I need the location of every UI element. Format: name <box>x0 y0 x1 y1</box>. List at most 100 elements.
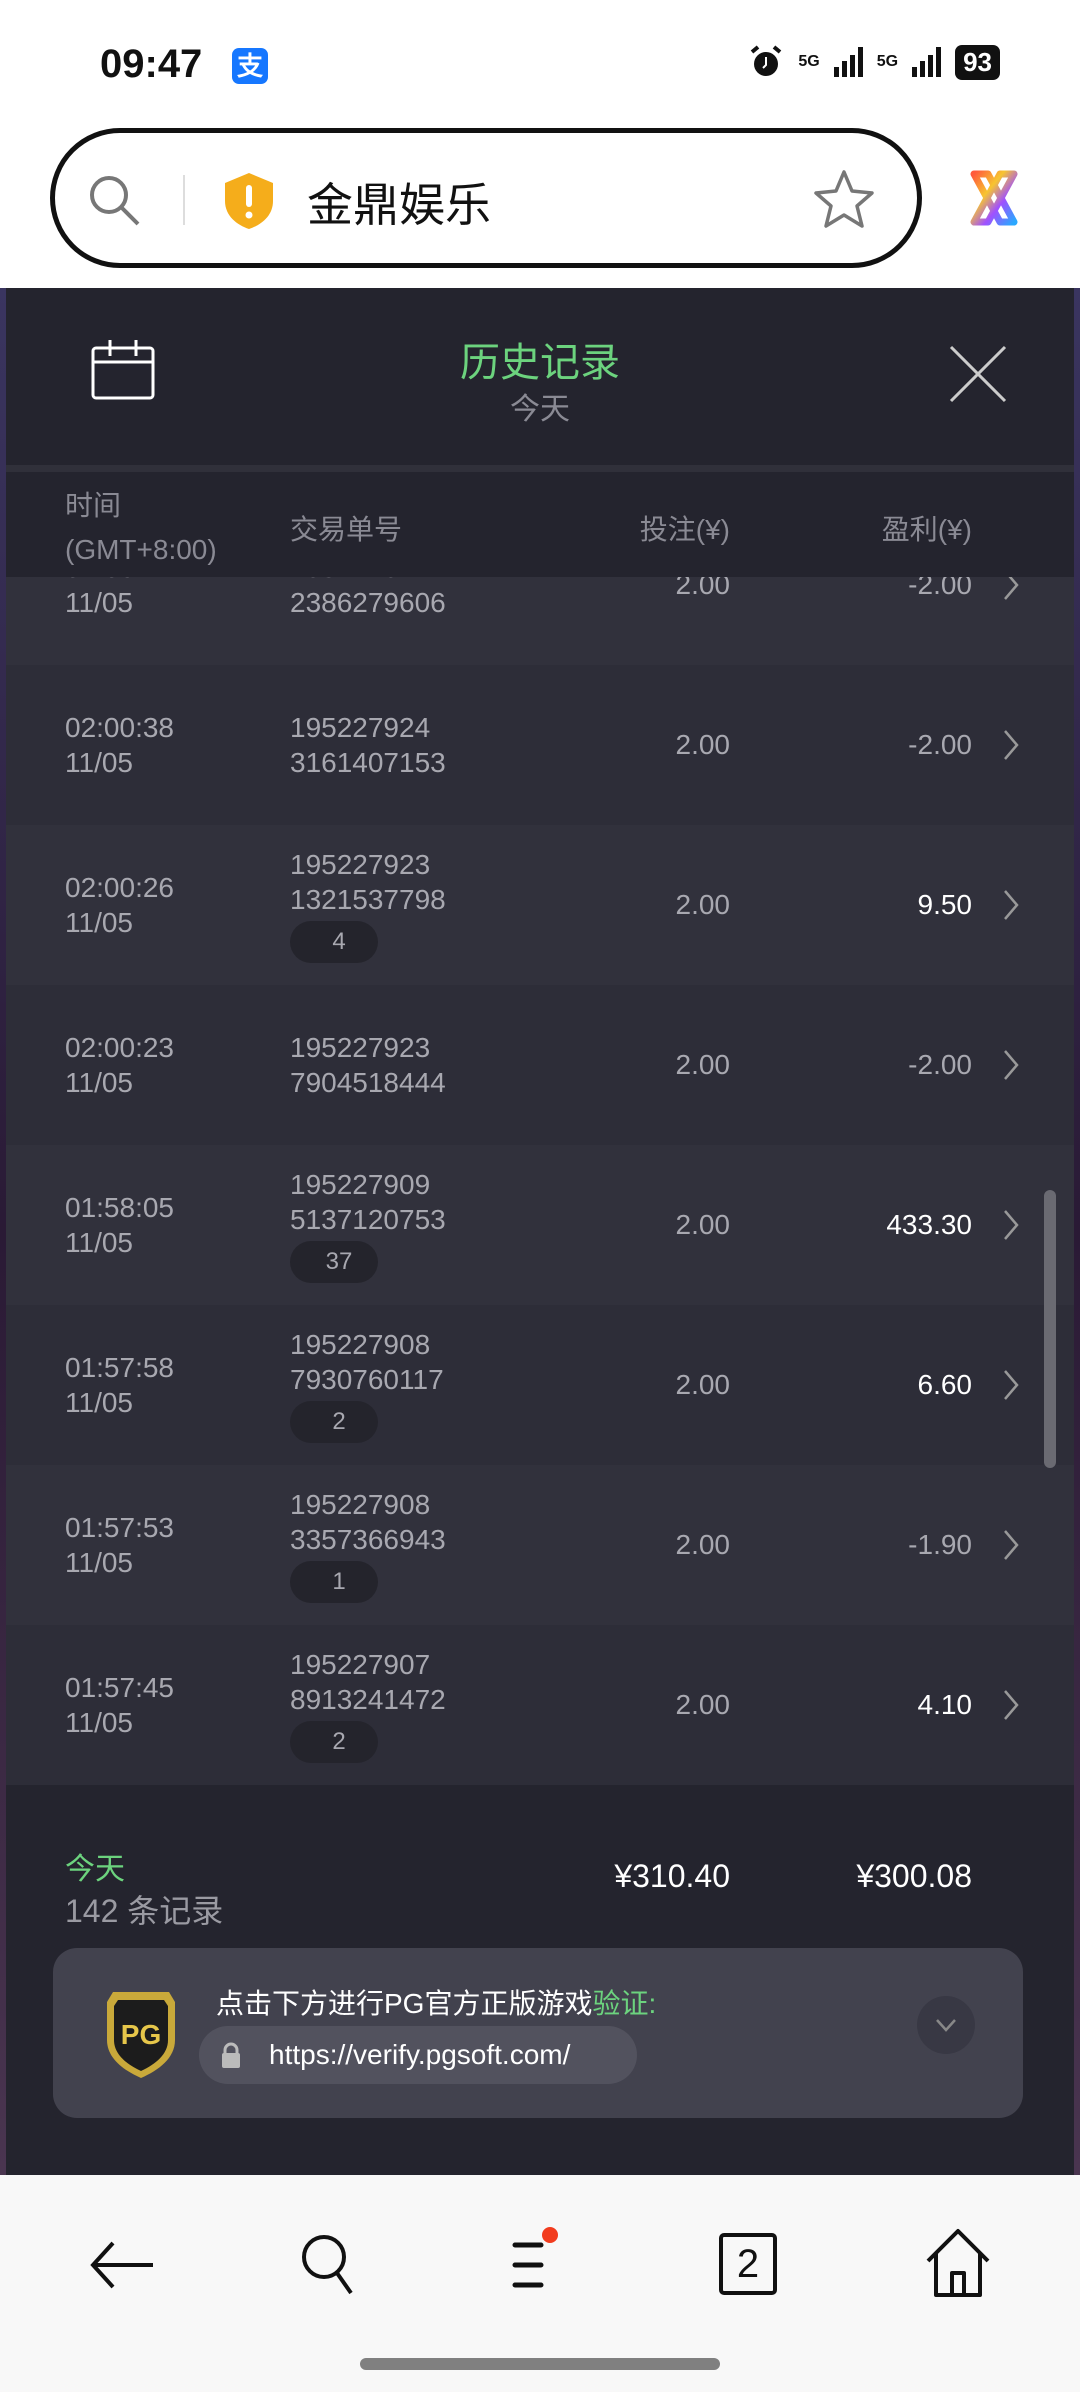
verify-prompt: 点击下方进行PG官方正版游戏验证: <box>216 1988 657 2019</box>
record-count: 142 条记录 <box>65 1893 224 1929</box>
row-bet: 2.00 <box>675 1369 731 1400</box>
search-icon <box>90 176 140 226</box>
scrollbar[interactable] <box>1044 1190 1056 1468</box>
verify-url-link[interactable]: https://verify.pgsoft.com/ <box>199 2026 637 2084</box>
row-order-part1: 195227923 <box>290 1032 431 1063</box>
row-bet: 2.00 <box>675 729 731 760</box>
column-timezone: (GMT+8:00) <box>65 534 217 565</box>
network-5g-label-2: 5G <box>876 53 899 70</box>
row-profit: 4.10 <box>917 1689 973 1720</box>
row-date: 11/05 <box>65 587 133 618</box>
row-order-part1: 195227908 <box>290 1329 431 1360</box>
search-icon[interactable] <box>290 2225 370 2305</box>
table-header: 时间 (GMT+8:00) 交易单号 投注(¥) 盈利(¥) <box>6 472 1074 577</box>
total-profit: ¥300.08 <box>856 1858 972 1894</box>
back-arrow-icon[interactable] <box>83 2225 163 2305</box>
table-row[interactable]: 02:00:38 11/05 195227924 3161407153 2.00 -… <box>6 665 1074 825</box>
row-profit: -2.00 <box>908 1049 972 1080</box>
row-time: 01:57:53 <box>65 1512 174 1543</box>
bookmark-star-icon[interactable] <box>811 167 877 233</box>
chevron-right-icon[interactable] <box>1002 889 1020 921</box>
table-row[interactable]: 01:57:58 11/05 195227908 7930760117 2 2.00 … <box>6 1305 1074 1465</box>
chevron-right-icon[interactable] <box>1002 1369 1020 1401</box>
column-bet: 投注(¥) <box>639 514 730 545</box>
row-order-part2: 1321537798 <box>290 884 446 915</box>
row-order-part2: 7930760117 <box>290 1364 444 1395</box>
chevron-right-icon[interactable] <box>1002 1209 1020 1241</box>
table-row[interactable]: 02:00:4x 11/05 195227924 2386279606 2.00 -… <box>6 577 1074 665</box>
chevron-right-icon[interactable] <box>1002 1049 1020 1081</box>
table-row[interactable]: 01:57:53 11/05 195227908 3357366943 1 2.00 … <box>6 1465 1074 1625</box>
row-date: 11/05 <box>65 1547 133 1578</box>
row-time: 02:00:38 <box>65 712 174 743</box>
row-order-part1: 195227909 <box>290 1169 431 1200</box>
close-icon[interactable] <box>948 344 1008 404</box>
expand-button[interactable] <box>917 1996 975 2054</box>
pg-verify-card: PG 点击下方进行PG官方正版游戏验证: https://verify.pgso… <box>53 1948 1023 2118</box>
chevron-right-icon[interactable] <box>1002 577 1020 601</box>
history-header: 历史记录 今天 <box>6 288 1074 465</box>
row-profit: 6.60 <box>917 1369 973 1400</box>
row-order-part1: 195227923 <box>290 849 431 880</box>
row-order-part2: 7904518444 <box>290 1067 446 1098</box>
verify-url: https://verify.pgsoft.com/ <box>269 2039 571 2070</box>
divider <box>6 465 1074 472</box>
network-5g-label: 5G <box>798 53 820 70</box>
history-panel: 历史记录 今天 时间 (GMT+8:00) 交易单号 投注(¥) 盈利(¥) 0… <box>6 288 1074 2175</box>
row-order-part1: 195227908 <box>290 1489 431 1520</box>
column-time: 时间 <box>65 490 122 521</box>
history-list[interactable]: 02:00:4x 11/05 195227924 2386279606 2.00 -… <box>6 577 1074 1786</box>
free-spin-count-badge: 37 <box>290 1241 378 1283</box>
row-profit: -2.00 <box>908 729 972 760</box>
signal-icon-2 <box>912 47 942 77</box>
summary-footer: 今天 142 条记录 ¥310.40 ¥300.08 PG 点击下方进行PG官方… <box>6 1786 1074 2175</box>
calendar-icon[interactable] <box>90 338 156 402</box>
pg-logo-icon: PG <box>107 1992 175 2078</box>
chevron-right-icon[interactable] <box>1002 1529 1020 1561</box>
tabs-button[interactable]: 2 <box>719 2233 777 2295</box>
gesture-home-bar[interactable] <box>360 2358 720 2370</box>
status-bar: 09:47 支 5G 5G 93 <box>0 0 1080 128</box>
row-order-part2: 5137120753 <box>290 1204 446 1235</box>
address-bar[interactable]: 金鼎娱乐 <box>50 128 922 268</box>
row-date: 11/05 <box>65 1227 133 1258</box>
browser-ai-logo-icon[interactable] <box>964 166 1024 230</box>
row-date: 11/05 <box>65 1067 133 1098</box>
row-bet: 2.00 <box>675 1529 731 1560</box>
divider <box>183 175 185 225</box>
alipay-notification-icon: 支 <box>232 48 268 84</box>
chevron-right-icon[interactable] <box>1002 1689 1020 1721</box>
row-order-part2: 3357366943 <box>290 1524 446 1555</box>
row-time: 01:57:45 <box>65 1672 174 1703</box>
total-bet: ¥310.40 <box>614 1858 730 1894</box>
row-order-part1: 195227924 <box>290 712 431 743</box>
table-row[interactable]: 02:00:23 11/05 195227923 7904518444 2.00 -… <box>6 985 1074 1145</box>
row-order-part1: 195227907 <box>290 1649 431 1680</box>
row-date: 11/05 <box>65 747 133 778</box>
menu-icon[interactable] <box>500 2225 580 2305</box>
table-row[interactable]: 01:58:05 11/05 195227909 5137120753 37 2.00… <box>6 1145 1074 1305</box>
home-icon[interactable] <box>918 2225 998 2305</box>
site-title: 金鼎娱乐 <box>307 179 491 231</box>
status-icons: 5G 5G 93 <box>748 44 1000 80</box>
clock: 09:47 <box>100 42 203 86</box>
row-date: 11/05 <box>65 907 133 938</box>
row-time: 01:58:05 <box>65 1192 174 1223</box>
battery-indicator: 93 <box>955 44 1000 80</box>
row-bet: 2.00 <box>675 1689 731 1720</box>
table-row[interactable]: 01:57:45 11/05 195227907 8913241472 2 2.00 … <box>6 1625 1074 1785</box>
free-spin-count-badge: 1 <box>290 1561 378 1603</box>
summary-period: 今天 <box>65 1853 125 1886</box>
row-bet: 2.00 <box>675 1209 731 1240</box>
svg-text:PG: PG <box>121 2019 161 2050</box>
free-spin-count-badge: 4 <box>290 921 378 963</box>
row-time: 02:00:4x <box>65 577 172 585</box>
signal-icon <box>833 47 863 77</box>
chevron-right-icon[interactable] <box>1002 729 1020 761</box>
row-bet: 2.00 <box>675 1049 731 1080</box>
alarm-icon <box>751 45 782 76</box>
row-date: 11/05 <box>65 1707 133 1738</box>
column-order: 交易单号 <box>290 514 403 545</box>
table-row[interactable]: 02:00:26 11/05 195227923 1321537798 4 2.00 … <box>6 825 1074 985</box>
row-time: 02:00:23 <box>65 1032 174 1063</box>
